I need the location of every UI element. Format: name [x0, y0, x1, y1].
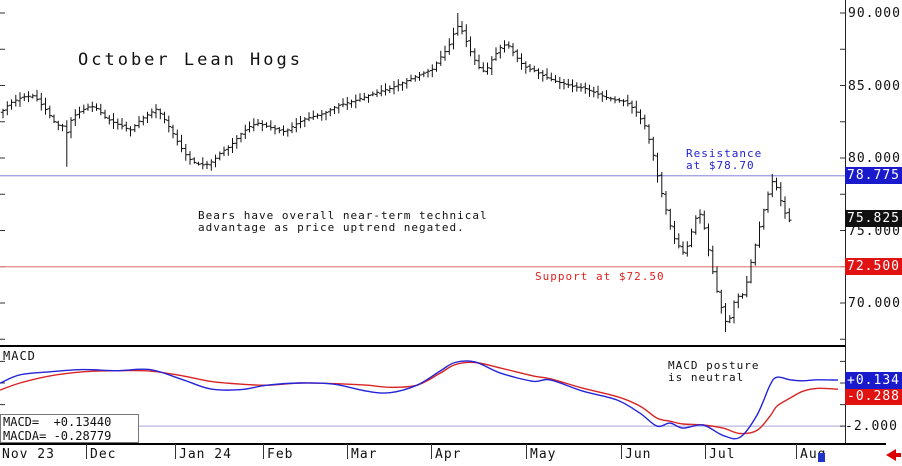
month-tick: [347, 444, 348, 459]
month-tick: [526, 444, 527, 459]
scroll-handle[interactable]: [818, 453, 825, 462]
macd-values-box: MACD= +0.13440 MACDA= -0.28779: [0, 414, 139, 443]
month-tick: [796, 444, 797, 459]
price-badge: 72.500: [845, 258, 902, 276]
macd-posture-annotation: MACD posture is neutral: [668, 359, 760, 384]
latest-bar-arrow-icon: [886, 449, 901, 461]
macd-axis-label: -2.000: [845, 419, 898, 435]
price-axis-label: 90.000: [848, 6, 901, 21]
price-chart-canvas: [0, 12, 845, 340]
panel-divider: [0, 345, 845, 347]
month-tick: [263, 444, 264, 459]
price-axis-label: 80.000: [848, 151, 901, 166]
price-axis-label: 75.000: [848, 223, 901, 239]
month-tick: [705, 444, 706, 459]
macd-value-line: MACD= +0.13440: [3, 415, 112, 429]
month-label: Jun: [625, 447, 652, 462]
macd-line: [0, 360, 839, 440]
price-axis-label: 70.000: [848, 296, 901, 311]
month-label: May: [530, 447, 557, 462]
macd-panel-label: MACD: [3, 349, 36, 363]
month-label: Dec: [90, 447, 117, 462]
price-axis-label: 85.000: [848, 78, 901, 94]
month-label: Mar: [351, 447, 378, 462]
month-label: Nov 23: [2, 447, 55, 462]
month-tick: [86, 444, 87, 459]
support-annotation: Support at $72.50: [535, 270, 665, 283]
month-tick: [431, 444, 432, 459]
macd-badge: -0.288: [845, 387, 902, 405]
month-label: Jul: [709, 447, 736, 462]
month-label: Apr: [435, 447, 462, 462]
price-badge: 78.775: [845, 167, 902, 185]
month-label: Jan 24: [179, 447, 232, 462]
ohlc-bars: [0, 13, 792, 332]
price-badge: 75.825: [845, 210, 902, 228]
chart-title: October Lean Hogs: [78, 50, 303, 70]
macd-signal-line: [0, 361, 839, 435]
bears-annotation: Bears have overall near-term technical a…: [198, 209, 488, 234]
macd-chart-canvas: [0, 360, 845, 440]
resistance-annotation: Resistance at $78.70: [686, 147, 763, 172]
bottom-axis-line: [0, 443, 886, 445]
macda-value-line: MACDA= -0.28779: [3, 429, 112, 443]
macd-badge: +0.134: [845, 371, 902, 389]
month-label: Feb: [267, 447, 294, 462]
month-tick: [175, 444, 176, 459]
month-tick: [621, 444, 622, 459]
